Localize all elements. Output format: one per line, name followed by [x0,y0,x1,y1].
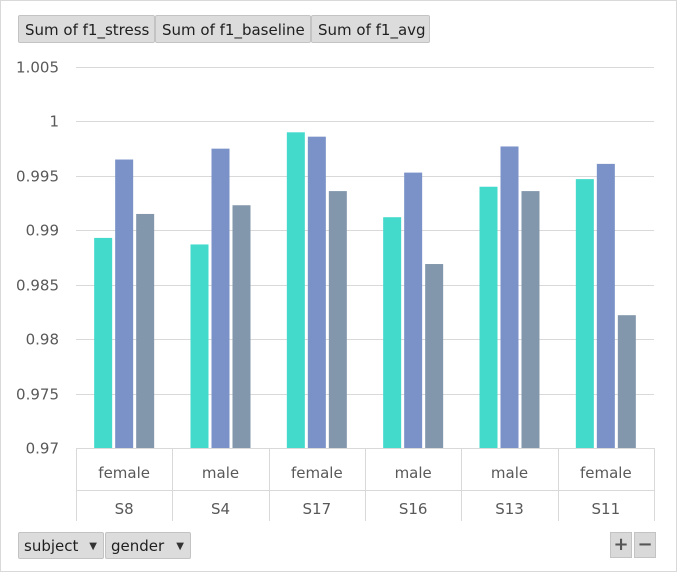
bar-f1-baseline-s17[interactable] [307,136,326,448]
subject-field-button[interactable]: subject ▼ [18,532,104,559]
dropdown-arrow-icon: ▼ [89,541,97,552]
gender-category-label: male [202,464,239,482]
bar-f1-baseline-s13[interactable] [500,146,519,449]
gender-category-label: female [580,464,632,482]
legend-button-f1-avg[interactable]: Sum of f1_avg [311,15,430,43]
gender-category-label: male [395,464,432,482]
bar-f1-stress-s8[interactable] [94,237,113,448]
y-tick-label: 0.98 [26,331,59,349]
subject-category-label: S16 [399,500,428,518]
bar-f1-avg-s16[interactable] [425,264,444,448]
subject-category-label: S17 [303,500,332,518]
gender-field-button[interactable]: gender ▼ [105,532,191,559]
x-axis: female S8 male S4 female S17 male S16 male S13 fem… [76,448,655,521]
bar-f1-stress-s13[interactable] [479,186,498,448]
gender-category-label: female [291,464,343,482]
subject-category-label: S13 [495,500,524,518]
bar-f1-baseline-s4[interactable] [211,148,230,448]
expand-field-button[interactable]: + [610,532,632,558]
dropdown-arrow-icon: ▼ [176,541,184,552]
bar-f1-stress-s11[interactable] [575,179,594,448]
y-tick-label: 0.995 [16,168,59,186]
bar-f1-avg-s11[interactable] [617,315,636,448]
bars [94,132,636,449]
subject-category-label: S11 [592,500,621,518]
bar-f1-avg-s8[interactable] [136,213,155,448]
y-tick-label: 1 [49,113,59,131]
bar-chart: 1.005 1 0.995 0.99 0.985 0.98 0.975 0.97 female… [16,59,655,521]
bar-f1-avg-s17[interactable] [328,191,347,448]
bar-f1-stress-s17[interactable] [286,132,305,449]
subject-category-label: S8 [115,500,134,518]
y-tick-label: 0.975 [16,386,59,404]
bar-f1-baseline-s16[interactable] [404,172,423,448]
y-tick-label: 0.97 [26,440,59,458]
bar-f1-stress-s4[interactable] [190,244,209,448]
gridlines [76,67,654,449]
y-tick-label: 1.005 [16,59,59,77]
bar-f1-avg-s4[interactable] [232,205,251,448]
gender-category-label: male [491,464,528,482]
bar-f1-baseline-s11[interactable] [596,163,615,448]
y-tick-label: 0.985 [16,277,59,295]
bar-f1-stress-s16[interactable] [383,217,402,448]
gender-category-label: female [98,464,150,482]
bar-f1-baseline-s8[interactable] [115,159,134,448]
bar-f1-avg-s13[interactable] [521,191,540,448]
legend-button-f1-baseline[interactable]: Sum of f1_baseline [155,15,311,43]
subject-category-label: S4 [211,500,230,518]
y-tick-label: 0.99 [26,222,59,240]
subject-field-label: subject [24,537,79,555]
legend-button-f1-stress[interactable]: Sum of f1_stress [18,15,155,43]
gender-field-label: gender [111,537,165,555]
collapse-field-button[interactable]: − [634,532,656,558]
y-axis-labels: 1.005 1 0.995 0.99 0.985 0.98 0.975 0.97 [16,59,59,458]
